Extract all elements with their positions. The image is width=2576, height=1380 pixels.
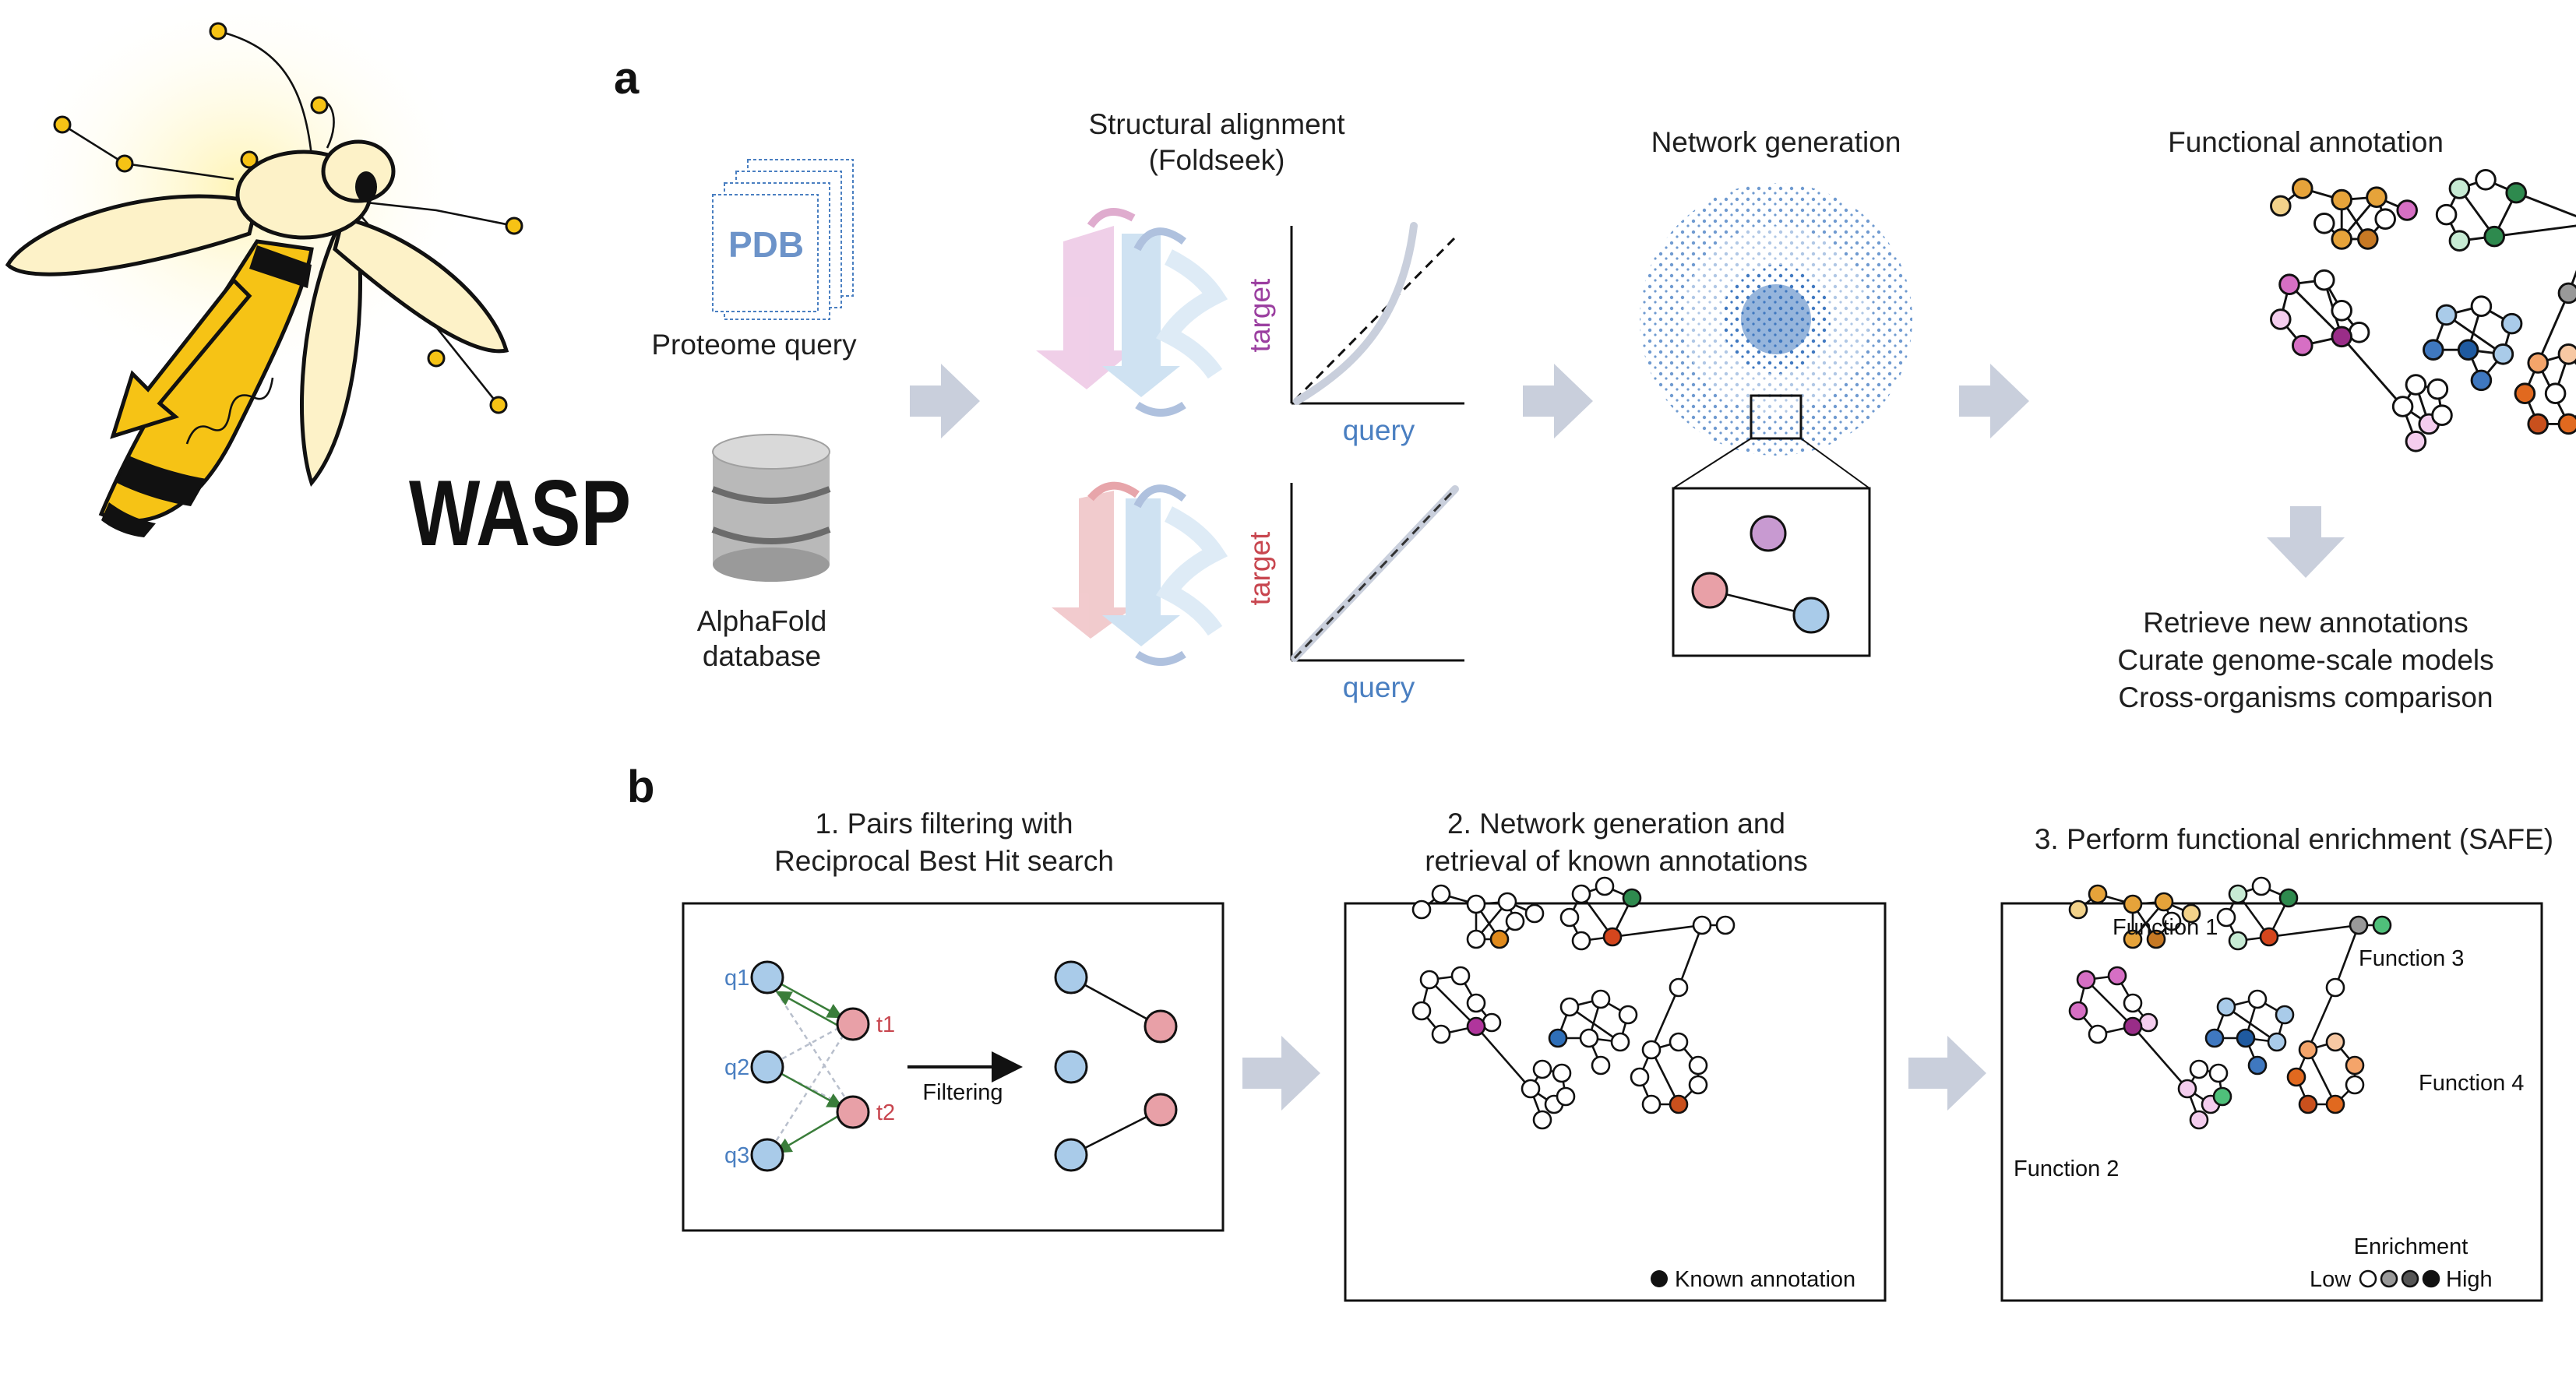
step2-box: Known annotation <box>1344 876 1887 1302</box>
outcome-3: Cross-organisms comparison <box>2118 681 2493 713</box>
step1-title-line2: Reciprocal Best Hit search <box>774 845 1114 877</box>
step2-title-line2: retrieval of known annotations <box>1425 845 1808 877</box>
plot1-xlabel: query <box>1343 414 1415 446</box>
function-label-1: Function 1 <box>2113 915 2218 940</box>
enrichment-low: Low <box>2310 1267 2352 1292</box>
query-node-1 <box>750 960 784 995</box>
pdb-stack-icon: PDB <box>712 159 854 320</box>
alignment-title-line1: Structural alignment <box>1088 108 1345 140</box>
protein-structure-1 <box>1036 208 1228 417</box>
alignment-plot-1: target query <box>1244 222 1464 446</box>
database-icon <box>711 434 831 582</box>
plot1-ylabel: target <box>1244 278 1276 352</box>
zoom-inset <box>1672 487 1871 657</box>
query-node-2 <box>750 1050 784 1084</box>
flow-arrow-b1 <box>1242 1036 1320 1111</box>
filtered-query-3 <box>1054 1138 1088 1172</box>
alignment-title-line2: (Foldseek) <box>1149 144 1285 176</box>
enrichment-title: Enrichment <box>2354 1234 2469 1259</box>
zoom-box <box>1750 394 1802 440</box>
filtering-label: Filtering <box>922 1080 1003 1105</box>
function-label-4: Function 4 <box>2419 1071 2524 1096</box>
outcome-2: Curate genome-scale models <box>2117 644 2493 676</box>
outcome-1: Retrieve new annotations <box>2143 607 2469 639</box>
function-label-2: Function 2 <box>2014 1156 2119 1181</box>
functional-network-a <box>2270 169 2576 452</box>
flow-arrow-3 <box>1959 364 2029 438</box>
filtered-target-1 <box>1144 1009 1178 1044</box>
network-cloud <box>1640 183 1912 456</box>
flow-arrow-down <box>2267 506 2345 578</box>
query-label-1: q1 <box>724 966 749 991</box>
step3-box: Function 1 Function 2 Function 3 Functio… <box>2000 876 2543 1302</box>
enrichment-high: High <box>2446 1267 2493 1292</box>
enrichment-scale-1 <box>2359 1269 2377 1288</box>
filtered-query-2 <box>1054 1050 1088 1084</box>
query-label-2: q2 <box>724 1055 749 1080</box>
wasp-logo: WASP <box>5 0 631 565</box>
query-label-3: q3 <box>724 1143 749 1168</box>
function-label-3: Function 3 <box>2359 946 2464 971</box>
enrichment-scale-4 <box>2422 1269 2440 1288</box>
step1-title-line1: 1. Pairs filtering with <box>815 808 1073 840</box>
step1-box: q1 q2 q3 t1 t2 Filtering <box>682 902 1225 1232</box>
filtered-query-1 <box>1054 960 1088 995</box>
network-title: Network generation <box>1651 126 1901 158</box>
known-annotation-label: Known annotation <box>1675 1267 1855 1292</box>
flow-arrow-2 <box>1523 364 1593 438</box>
target-node-2 <box>836 1095 870 1129</box>
plot2-ylabel: target <box>1244 531 1276 605</box>
known-annotation-dot <box>1651 1270 1668 1287</box>
step3-title: 3. Perform functional enrichment (SAFE) <box>2035 823 2553 855</box>
alignment-plot-2: target query <box>1244 483 1464 703</box>
pdb-text: PDB <box>728 224 804 265</box>
target-node-1 <box>836 1007 870 1041</box>
target-label-1: t1 <box>876 1012 895 1037</box>
filtered-target-2 <box>1144 1093 1178 1127</box>
enrichment-scale-3 <box>2401 1269 2419 1288</box>
target-label-2: t2 <box>876 1100 895 1125</box>
query-node-3 <box>750 1138 784 1172</box>
flow-arrow-b2 <box>1908 1036 1986 1111</box>
protein-structure-2 <box>1052 481 1228 666</box>
proteome-query-label: Proteome query <box>651 329 857 361</box>
logo-text: WASP <box>409 461 631 565</box>
functional-title: Functional annotation <box>2168 126 2444 158</box>
enrichment-scale-2 <box>2380 1269 2398 1288</box>
alphafold-label-line2: database <box>703 640 821 672</box>
panel-b-label: b <box>627 762 654 812</box>
plot2-xlabel: query <box>1343 671 1415 703</box>
flow-arrow-1 <box>910 364 980 438</box>
panel-a-label: a <box>614 53 640 104</box>
step2-title-line1: 2. Network generation and <box>1447 808 1785 840</box>
alphafold-label-line1: AlphaFold <box>697 605 827 637</box>
